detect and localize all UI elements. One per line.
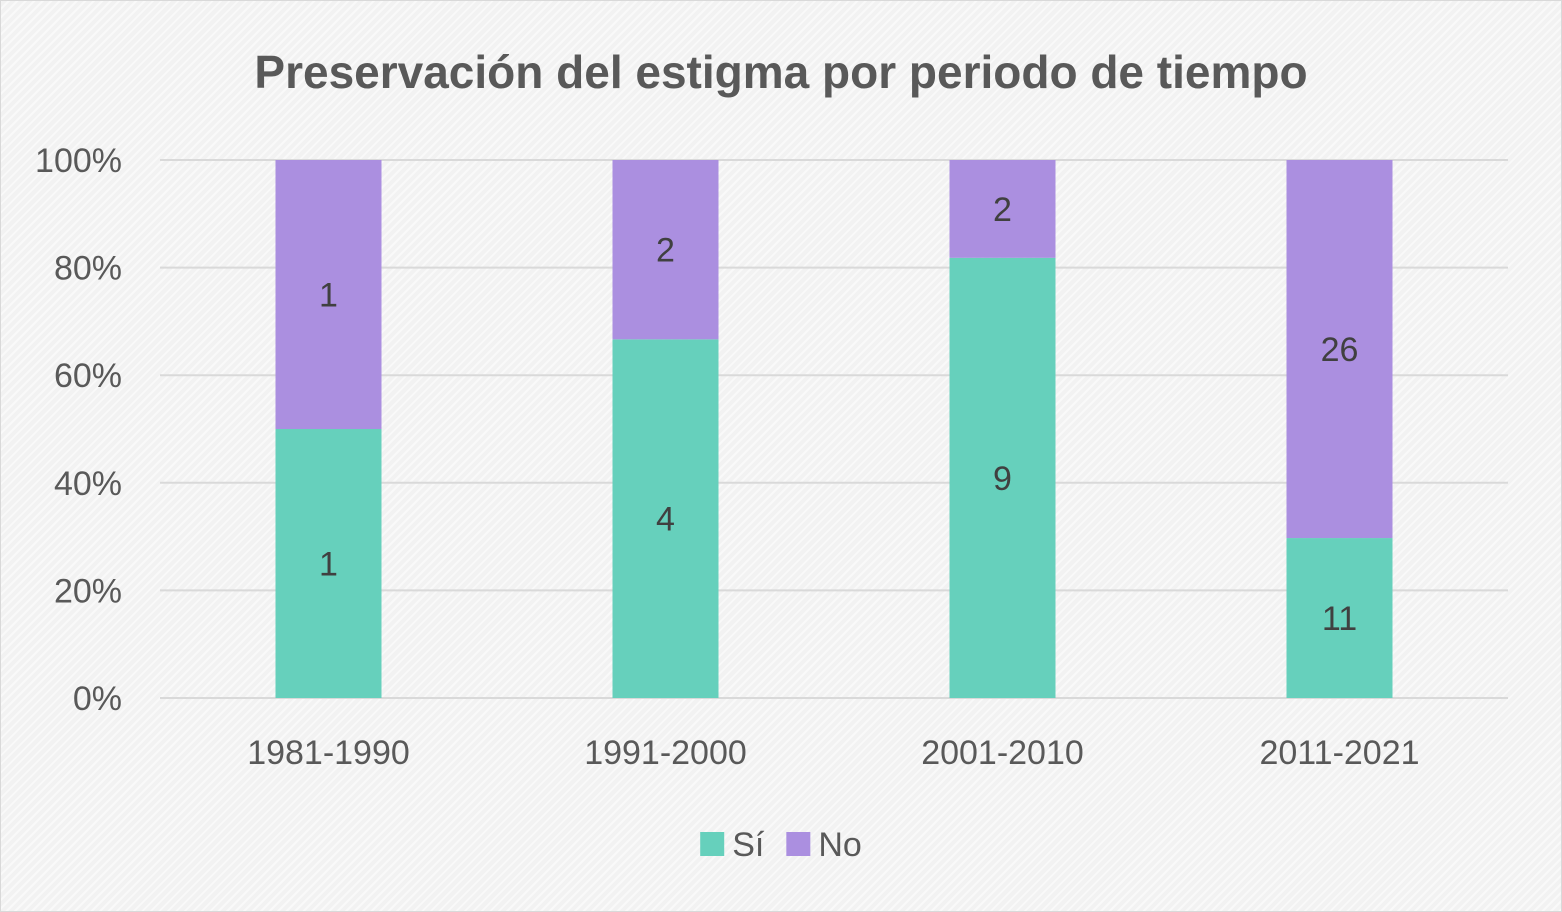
data-label: 11 [1322,600,1357,638]
x-axis: 1981-1990 1991-2000 2001-2010 2011-2021 [247,734,1419,772]
bar-segment [949,257,1056,698]
legend-items: Sí No [700,826,862,864]
legend-label: No [818,826,861,864]
legend: Sí No [700,826,862,864]
bar-segment [275,160,382,429]
legend-swatch [700,832,725,856]
x-tick-label: 2001-2010 [921,734,1084,772]
data-label: 26 [1321,331,1359,369]
y-tick-label: 0% [73,680,122,718]
y-axis: 0% 20% 40% 60% 80% 100% [35,142,122,718]
bar-segment [1286,538,1393,698]
gridlines [160,159,1508,699]
bar-segment [275,429,382,698]
y-tick-label: 40% [54,465,122,503]
data-label: 2 [656,232,675,270]
bar-segment [1286,160,1393,539]
bar-segment [612,339,719,698]
y-tick-label: 100% [35,142,122,180]
data-label: 4 [656,501,675,539]
y-tick-label: 20% [54,572,122,610]
data-label: 1 [319,546,338,584]
y-tick-label: 60% [54,357,122,395]
bar-segment [949,160,1056,258]
data-label: 9 [993,460,1012,498]
x-tick-label: 1981-1990 [247,734,410,772]
legend-swatch [786,832,811,856]
chart-title: Preservación del estigma por periodo de … [254,46,1307,98]
x-tick-label: 2011-2021 [1259,734,1419,772]
data-label: 1 [319,277,338,315]
bar-segment [612,160,719,340]
data-label: 2 [993,191,1012,229]
y-tick-label: 80% [54,250,122,288]
x-tick-label: 1991-2000 [584,734,747,772]
legend-label: Sí [732,826,765,864]
